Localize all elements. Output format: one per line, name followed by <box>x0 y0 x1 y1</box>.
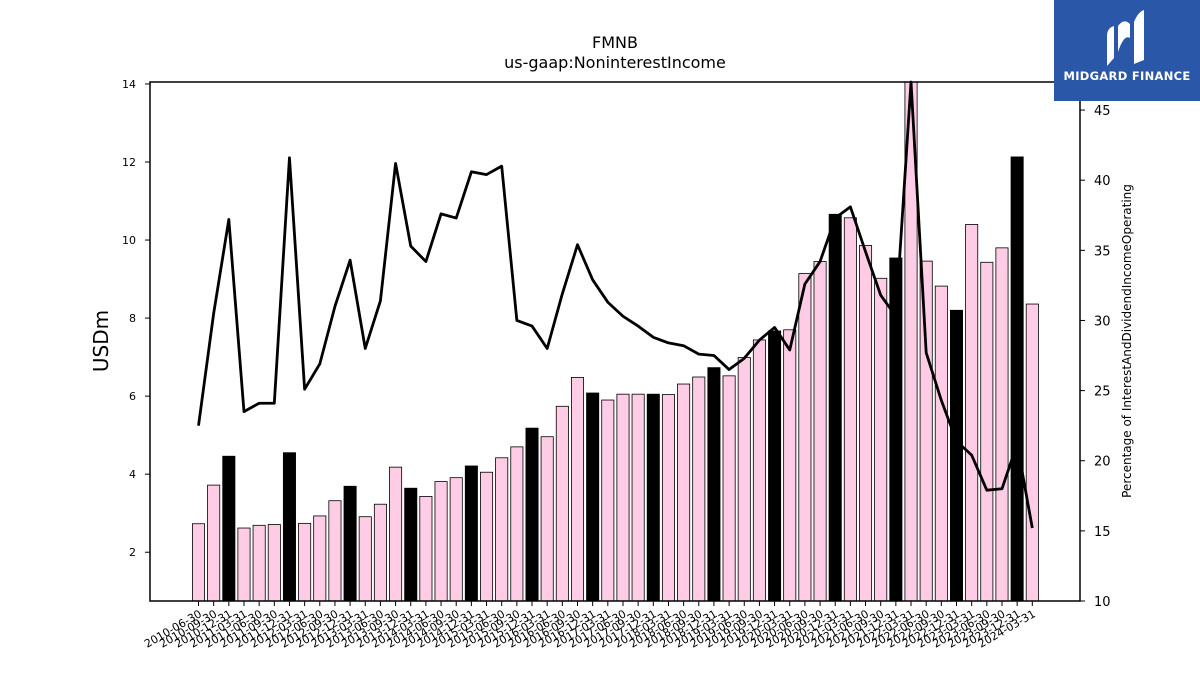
bar-2011-06-30 <box>252 524 266 602</box>
y-tick-label-left: 12 <box>122 156 136 169</box>
line-layer <box>197 80 1034 529</box>
y-tick-label-left: 6 <box>129 390 136 403</box>
bar-2011-12-31 <box>282 452 296 602</box>
bar-2019-09-30 <box>752 339 766 602</box>
y-tick-label-left: 4 <box>129 468 136 481</box>
bar-2012-09-30 <box>328 500 342 602</box>
y-tick-label-right: 25 <box>1094 385 1111 400</box>
bar-2020-03-31 <box>783 329 797 602</box>
bar-2017-09-30 <box>631 393 645 602</box>
chart-subtitle: us-gaap:NoninterestIncome <box>504 53 726 72</box>
bar-2018-03-31 <box>661 394 675 602</box>
bar-2018-06-30 <box>677 383 691 602</box>
brand-logo: MIDGARD FINANCE <box>1054 0 1200 101</box>
y-tick-label-right: 40 <box>1094 174 1111 189</box>
bar-2012-06-30 <box>313 515 327 602</box>
y-tick-label-right: 35 <box>1094 244 1111 259</box>
bar-2017-06-30 <box>616 393 630 602</box>
bar-2020-12-31 <box>828 213 842 602</box>
bar-2020-06-30 <box>798 273 812 602</box>
brand-logo-text: MIDGARD FINANCE <box>1063 69 1191 83</box>
bar-2012-03-31 <box>298 522 312 602</box>
bar-2017-03-31 <box>601 399 615 602</box>
y-tick-label-right: 30 <box>1094 314 1111 329</box>
bar-2015-09-30 <box>510 446 524 602</box>
bar-2013-06-30 <box>373 503 387 602</box>
bar-2022-12-31 <box>950 309 964 602</box>
bar-2022-06-30 <box>919 260 933 602</box>
bar-2013-12-31 <box>404 487 418 602</box>
bar-2023-12-31 <box>1010 156 1024 602</box>
bar-2017-12-31 <box>646 393 660 602</box>
bar-2016-03-31 <box>540 436 554 602</box>
bar-2021-03-31 <box>843 217 857 602</box>
bar-2019-06-30 <box>737 357 751 602</box>
bar-2014-09-30 <box>449 477 463 602</box>
bars-layer <box>191 81 1039 602</box>
bar-2016-12-31 <box>586 392 600 602</box>
y-tick-label-left: 10 <box>122 234 136 247</box>
bar-2014-12-31 <box>464 465 478 602</box>
bar-2023-06-30 <box>980 261 994 602</box>
bar-2011-03-31 <box>237 527 251 602</box>
y-axis-label-left: USDm <box>89 310 113 372</box>
y-tick-label-right: 10 <box>1094 595 1111 610</box>
bar-2011-09-30 <box>267 524 281 602</box>
y-tick-label-left: 8 <box>129 312 136 325</box>
bar-2015-06-30 <box>495 457 509 602</box>
bar-2018-12-31 <box>707 367 721 602</box>
bar-2014-03-31 <box>419 496 433 602</box>
bar-2023-03-31 <box>965 224 979 602</box>
bar-2016-06-30 <box>555 405 569 602</box>
bar-2010-12-31 <box>222 455 236 602</box>
y-tick-label-left: 14 <box>122 78 136 91</box>
bar-2022-09-30 <box>934 285 948 602</box>
bar-2023-09-30 <box>995 247 1009 602</box>
plot-frame <box>149 81 1081 602</box>
y-tick-label-left: 2 <box>129 546 136 559</box>
bar-2010-06-30 <box>191 523 205 602</box>
bar-2013-03-31 <box>358 516 372 602</box>
axes-layer: 246810121410152025303540452010-06-302010… <box>122 78 1111 651</box>
y-tick-label-right: 20 <box>1094 455 1111 470</box>
midgard-logo-icon <box>1107 10 1144 66</box>
bar-2020-09-30 <box>813 261 827 602</box>
bar-2018-09-30 <box>692 376 706 602</box>
bar-2015-12-31 <box>525 427 539 602</box>
bar-2015-03-31 <box>480 471 494 602</box>
y-tick-label-right: 15 <box>1094 525 1111 540</box>
bar-2012-12-31 <box>343 485 357 602</box>
y-tick-label-right: 45 <box>1094 104 1111 119</box>
bar-2021-06-30 <box>859 245 873 602</box>
bar-2024-03-31 <box>1025 303 1039 602</box>
series-line <box>197 80 1034 529</box>
bar-2019-03-31 <box>722 375 736 602</box>
bar-2016-09-30 <box>571 376 585 602</box>
y-axis-label-right: Percentage of InterestAndDividendIncomeO… <box>1120 184 1134 498</box>
chart-title: FMNB <box>592 33 638 52</box>
bar-2013-09-30 <box>389 466 403 602</box>
bar-2021-09-30 <box>874 277 888 602</box>
bar-2014-06-30 <box>434 481 448 602</box>
bar-2010-09-30 <box>207 484 221 602</box>
bar-2019-12-31 <box>768 330 782 602</box>
